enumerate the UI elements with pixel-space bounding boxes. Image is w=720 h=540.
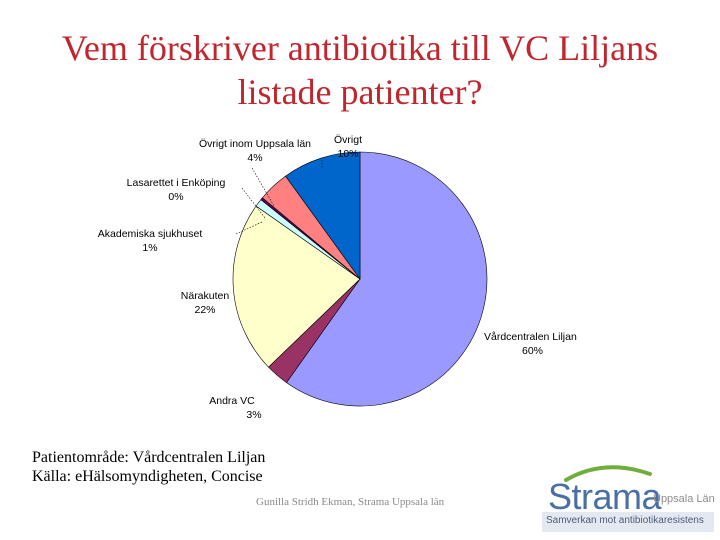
slice-value-label: 4%: [247, 152, 262, 164]
data-source-text: Källa: eHälsomyndigheten, Concise: [32, 467, 265, 486]
slice-label: Vårdcentralen Liljan: [484, 331, 577, 343]
slice-value-label: 0%: [168, 191, 183, 203]
logo-tagline: Samverkan mot antibiotikaresistens: [546, 515, 704, 526]
patient-area-text: Patientområde: Vårdcentralen Liljan: [32, 448, 265, 467]
slice-value-label: 10%: [337, 148, 358, 160]
slice-label: Akademiska sjukhuset: [98, 228, 203, 240]
slice-value-label: 22%: [194, 304, 215, 316]
slice-label: Andra VC: [209, 395, 255, 407]
slice-label: Närakuten: [181, 290, 230, 302]
slice-label: Övrigt: [334, 134, 362, 146]
footer-source: Patientområde: Vårdcentralen Liljan Käll…: [32, 448, 265, 486]
slice-value-label: 3%: [246, 409, 261, 421]
logo-region: Uppsala Län: [653, 493, 715, 505]
slice-label: Lasarettet i Enköping: [127, 177, 226, 189]
slice-value-label: 60%: [522, 345, 543, 357]
slice-label: Övrigt inom Uppsala län: [199, 138, 311, 150]
slice-value-label: 1%: [142, 242, 157, 254]
strama-logo: Strama Uppsala Län Samverkan mot antibio…: [540, 462, 715, 532]
author-credit: Gunilla Stridh Ekman, Strama Uppsala län: [256, 496, 444, 508]
logo-tagline-bar: Samverkan mot antibiotikaresistens: [542, 512, 714, 532]
